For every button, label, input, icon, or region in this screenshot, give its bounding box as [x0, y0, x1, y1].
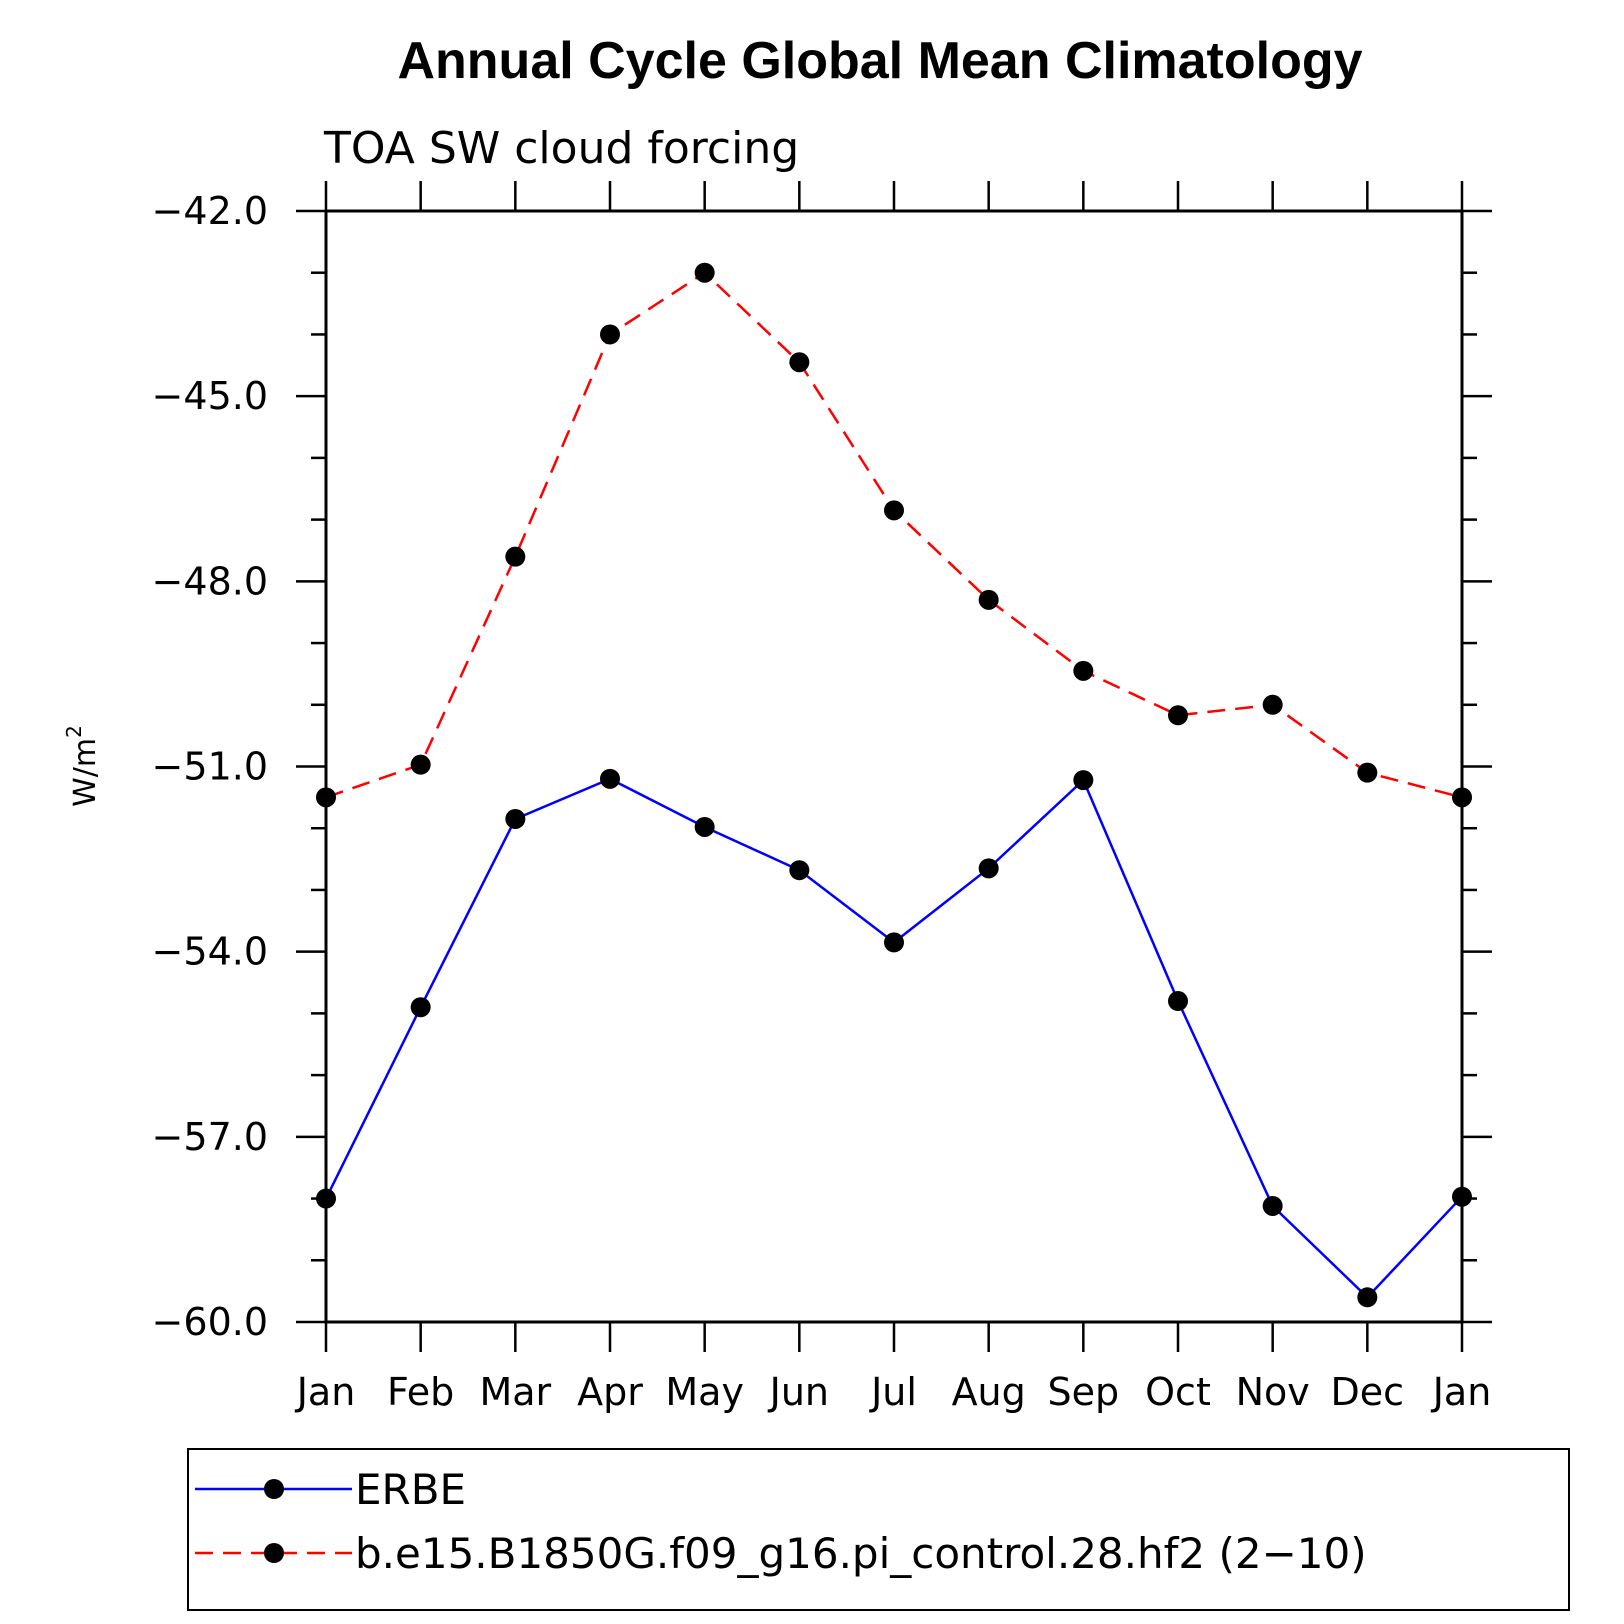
data-point [884, 500, 904, 521]
data-point [978, 858, 999, 879]
chart-subtitle: TOA SW cloud forcing [323, 123, 799, 174]
data-point [1452, 1186, 1472, 1207]
x-tick-label: Aug [952, 1370, 1026, 1414]
data-point [1357, 762, 1378, 783]
data-point [410, 754, 431, 775]
x-tick-label: Nov [1236, 1370, 1310, 1414]
y-axis-label: W/m2 [62, 725, 103, 807]
data-point [789, 860, 810, 881]
x-tick-label: Jul [869, 1370, 917, 1414]
data-point [978, 589, 999, 610]
y-axis-label-superscript: 2 [62, 725, 86, 738]
data-point [410, 997, 431, 1018]
y-tick-label: −57.0 [152, 1115, 268, 1159]
x-tick-label: Apr [577, 1370, 643, 1414]
y-tick-label: −60.0 [152, 1300, 268, 1344]
series-line-1 [324, 777, 1463, 1300]
data-point [1168, 991, 1188, 1012]
data-point [1073, 770, 1094, 791]
axis-ticks [296, 181, 1492, 1352]
x-tick-labels: Jan Feb Mar Apr May Jun Jul Aug Sep Oct Nov Dec Jan [295, 1370, 1492, 1414]
legend-label-1: ERBE [355, 1465, 466, 1514]
data-point [1073, 660, 1094, 681]
data-point [505, 546, 526, 567]
y-axis-label-text: W/m [68, 738, 103, 807]
data-point [505, 808, 526, 829]
legend: ERBE b.e15.B1850G.f09_g16.pi_control.28.h… [195, 1465, 1367, 1578]
series-layer [316, 262, 1472, 1308]
x-tick-label: Dec [1331, 1370, 1405, 1414]
series-line-2 [325, 271, 1463, 799]
data-point [694, 816, 715, 837]
legend-marker-2 [264, 1543, 284, 1563]
data-point [316, 787, 336, 808]
chart-title: Annual Cycle Global Mean Climatology [397, 32, 1362, 90]
x-tick-label: Feb [387, 1370, 454, 1414]
data-point [1357, 1287, 1378, 1308]
data-point [600, 324, 620, 345]
data-point [316, 1188, 336, 1209]
data-point [884, 932, 904, 953]
y-tick-labels: −42.0 −45.0 −48.0 −51.0 −54.0 −57.0 −60.0 [152, 189, 268, 1344]
y-tick-label: −45.0 [152, 374, 268, 418]
x-tick-label: Jun [768, 1370, 829, 1414]
data-point [1168, 705, 1188, 726]
x-tick-label: May [665, 1370, 744, 1414]
legend-box [187, 1448, 1570, 1611]
legend-marker-1 [264, 1479, 284, 1499]
x-tick-label: Oct [1145, 1370, 1211, 1414]
y-tick-label: −48.0 [152, 559, 268, 603]
x-tick-label: Jan [295, 1370, 356, 1414]
x-tick-label: Sep [1048, 1370, 1120, 1414]
data-point [1452, 787, 1472, 808]
data-point [694, 262, 715, 283]
y-tick-label: −54.0 [152, 930, 268, 974]
y-tick-label: −42.0 [152, 189, 268, 233]
data-point [1262, 1195, 1283, 1216]
data-point [789, 352, 810, 373]
plot-frame [324, 209, 1464, 1324]
x-tick-label: Jan [1431, 1370, 1492, 1414]
data-point [1262, 694, 1283, 715]
data-point [600, 768, 620, 789]
y-tick-label: −51.0 [152, 745, 268, 789]
legend-label-2: b.e15.B1850G.f09_g16.pi_control.28.hf2 (… [355, 1529, 1367, 1578]
x-tick-label: Mar [479, 1370, 551, 1414]
